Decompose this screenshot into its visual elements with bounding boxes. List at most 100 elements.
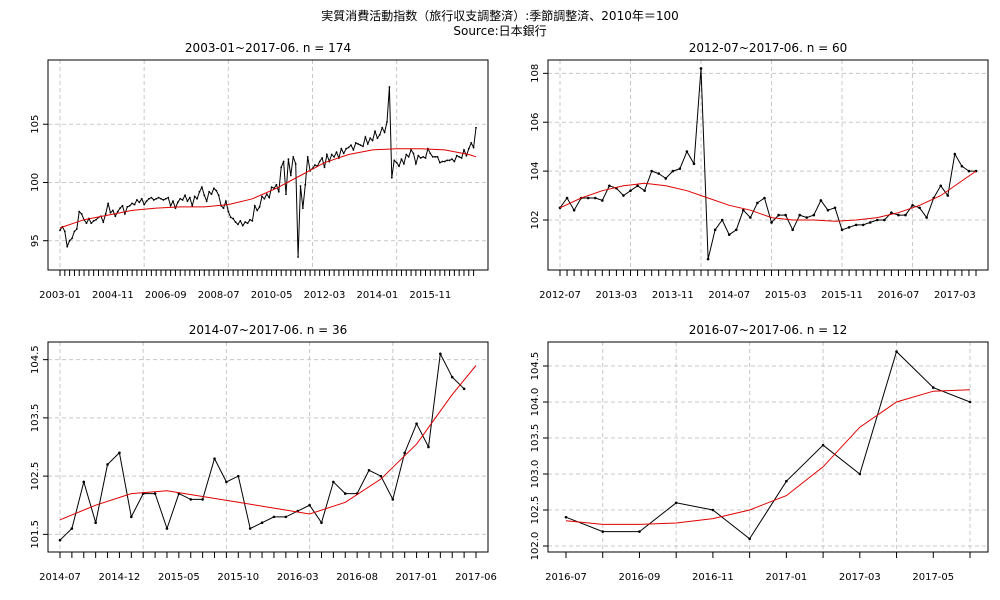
data-point [301, 207, 304, 209]
x-tick-label: 2017-01 [396, 572, 438, 583]
data-point [308, 503, 311, 507]
data-point [131, 202, 134, 205]
data-point [350, 144, 352, 147]
data-point [136, 199, 138, 201]
data-point [352, 148, 355, 151]
series-line-smooth [559, 170, 977, 222]
x-tick-label: 2017-03 [934, 290, 976, 301]
x-tick-label: 2003-01 [39, 290, 81, 301]
data-point [280, 166, 283, 169]
data-point [237, 223, 239, 226]
x-tick-label: 2014-07 [708, 290, 750, 301]
data-point [165, 527, 169, 530]
data-point [90, 222, 93, 225]
data-point [249, 218, 251, 221]
data-point [861, 223, 865, 227]
data-point [586, 196, 590, 200]
data-point [94, 521, 97, 525]
data-point [263, 197, 266, 200]
data-point [213, 457, 216, 460]
data-point [287, 158, 290, 161]
data-point [102, 221, 105, 223]
data-point [313, 164, 316, 166]
data-point [150, 196, 153, 199]
data-point [455, 154, 458, 157]
data-point [833, 206, 837, 210]
data-point [59, 229, 61, 232]
data-point [184, 194, 186, 197]
x-tick-label: 2013-03 [596, 290, 638, 301]
data-point [104, 213, 107, 215]
data-point [434, 155, 437, 158]
x-tick-label: 2017-03 [839, 572, 881, 583]
data-point [674, 501, 678, 505]
data-point [320, 521, 323, 525]
x-tick-label: 2014-07 [39, 572, 81, 583]
data-point [403, 451, 406, 455]
data-point [138, 201, 141, 204]
y-tick-label: 108 [530, 64, 541, 83]
data-point [748, 537, 751, 541]
data-point [347, 146, 350, 149]
data-point [911, 204, 914, 207]
x-tick-label: 2017-05 [912, 572, 954, 583]
data-point [475, 126, 477, 129]
panel-title: 2016-07~2017-06. n = 12 [689, 323, 848, 337]
data-point [470, 141, 473, 144]
data-point [858, 472, 862, 476]
data-point [727, 233, 731, 236]
x-tick-label: 2010-05 [251, 290, 293, 301]
data-point [821, 443, 825, 447]
data-point [840, 228, 844, 232]
data-point [362, 145, 364, 148]
series-line-actual [559, 68, 976, 260]
data-point [148, 197, 150, 200]
data-point [463, 148, 465, 151]
data-point [742, 208, 745, 212]
y-tick-label: 100 [30, 173, 41, 192]
data-point [282, 160, 285, 163]
data-point [395, 161, 398, 164]
data-point [63, 230, 66, 233]
data-point [258, 206, 261, 208]
data-point [439, 161, 441, 164]
data-point [107, 202, 109, 205]
data-point [465, 154, 468, 157]
data-point [260, 521, 264, 525]
data-point [236, 474, 240, 478]
data-point [191, 204, 194, 207]
data-point [720, 218, 724, 222]
x-tick-label: 2012-07 [539, 290, 581, 301]
data-point [118, 451, 121, 455]
data-point [417, 154, 420, 157]
data-point [189, 498, 193, 501]
y-tick-label: 104.0 [530, 388, 541, 417]
data-point [883, 218, 886, 222]
data-point [436, 155, 439, 158]
data-point [706, 257, 710, 261]
data-point [261, 195, 263, 198]
data-point [424, 157, 427, 159]
suptitle-line2: Source:日本銀行 [453, 24, 546, 38]
data-point [200, 186, 203, 189]
y-tick-label: 102.0 [530, 532, 541, 561]
data-point [179, 197, 182, 200]
data-point [678, 167, 682, 170]
y-tick-label: 106 [530, 113, 541, 132]
data-point [472, 146, 475, 149]
data-point [234, 221, 237, 223]
x-tick-label: 2008-07 [198, 290, 240, 301]
data-point [277, 190, 280, 193]
data-point [160, 197, 162, 200]
data-point [140, 197, 143, 200]
data-point [112, 209, 114, 212]
y-tick-label: 103.5 [530, 424, 541, 453]
data-point [446, 159, 449, 162]
data-point [453, 160, 456, 163]
data-point [749, 216, 752, 219]
x-tick-label: 2014-01 [357, 290, 399, 301]
data-point [671, 169, 675, 173]
data-point [143, 203, 146, 206]
data-point [225, 480, 228, 484]
